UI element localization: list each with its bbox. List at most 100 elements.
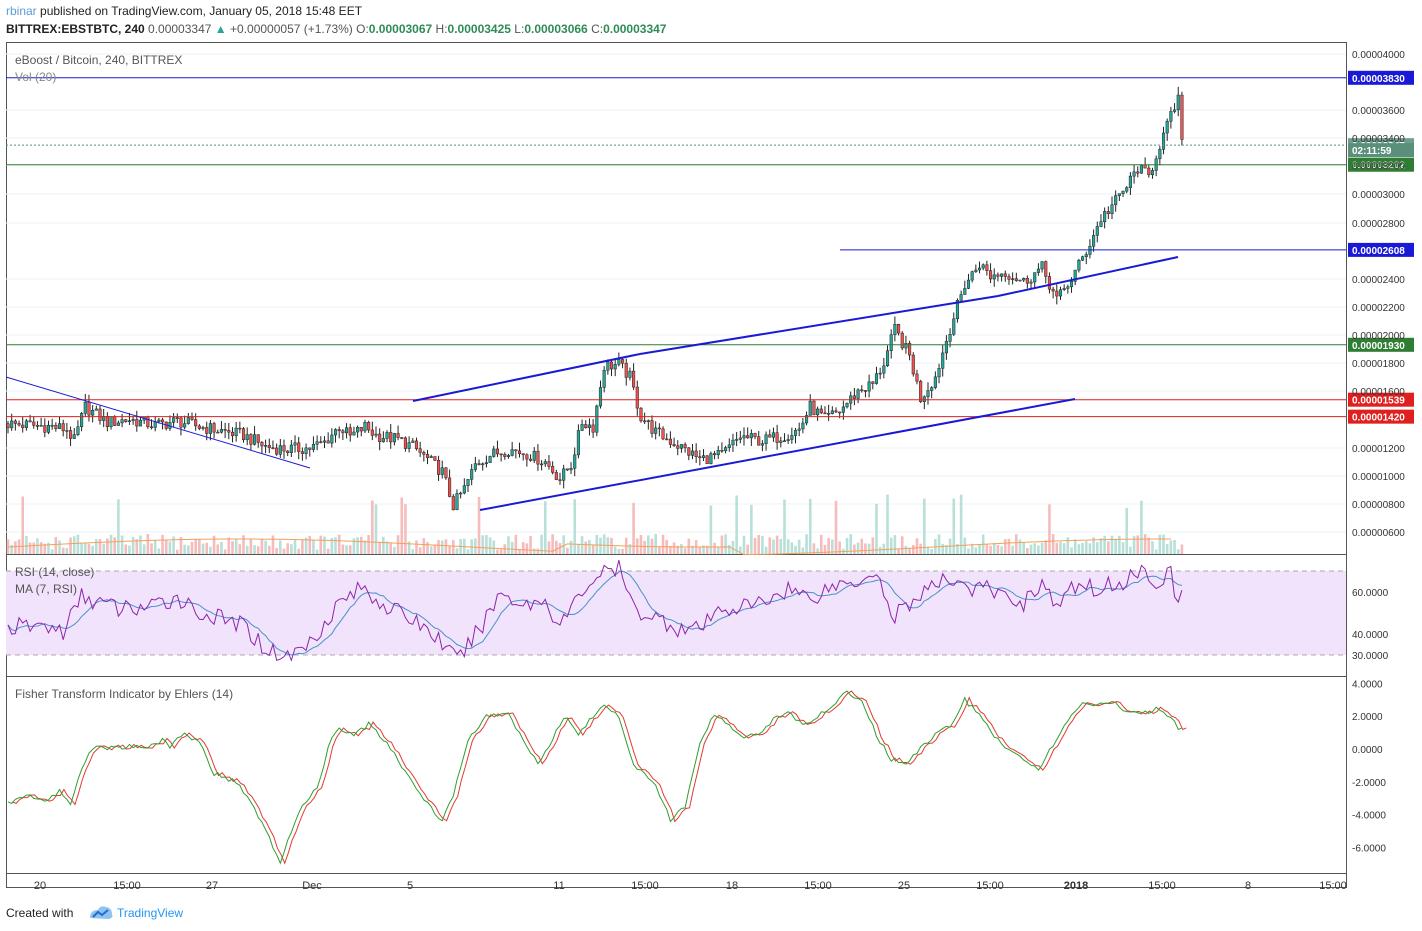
candle-body[interactable] <box>197 425 201 429</box>
candle-body[interactable] <box>771 432 775 438</box>
candle-body[interactable] <box>1132 171 1136 177</box>
candle-body[interactable] <box>915 373 919 382</box>
candle-body[interactable] <box>1125 187 1129 192</box>
candle-body[interactable] <box>289 444 293 453</box>
candle-body[interactable] <box>701 455 706 458</box>
candle-body[interactable] <box>591 424 595 433</box>
candle-body[interactable] <box>50 424 54 427</box>
candle-body[interactable] <box>897 323 901 334</box>
candle-body[interactable] <box>753 433 757 437</box>
candle-body[interactable] <box>598 387 603 407</box>
candle-body[interactable] <box>834 410 838 413</box>
candle-body[interactable] <box>216 431 220 434</box>
candle-body[interactable] <box>713 453 717 456</box>
trend-line[interactable] <box>639 295 999 355</box>
candle-body[interactable] <box>21 424 25 428</box>
candle-body[interactable] <box>381 438 385 443</box>
candle-body[interactable] <box>194 419 198 427</box>
trend-lines[interactable] <box>5 256 1179 511</box>
candle-body[interactable] <box>805 415 809 424</box>
candle-body[interactable] <box>632 370 636 388</box>
candle-body[interactable] <box>466 479 470 486</box>
candle-body[interactable] <box>455 493 459 511</box>
candle-body[interactable] <box>1062 288 1066 290</box>
candle-body[interactable] <box>790 435 794 440</box>
candle-series[interactable] <box>6 86 1184 511</box>
candle-body[interactable] <box>116 422 120 426</box>
candle-body[interactable] <box>768 434 772 438</box>
candle-body[interactable] <box>76 426 80 435</box>
candle-body[interactable] <box>24 420 28 428</box>
candle-body[interactable] <box>241 428 246 441</box>
candle-body[interactable] <box>448 477 452 497</box>
candle-body[interactable] <box>613 364 617 370</box>
candle-body[interactable] <box>683 444 687 449</box>
candle-body[interactable] <box>720 449 724 452</box>
candle-body[interactable] <box>966 279 971 289</box>
candle-body[interactable] <box>749 433 753 439</box>
candle-body[interactable] <box>1136 171 1140 174</box>
candle-body[interactable] <box>609 361 614 370</box>
candle-body[interactable] <box>503 454 507 457</box>
candle-body[interactable] <box>326 440 330 444</box>
candle-body[interactable] <box>643 420 647 423</box>
candle-body[interactable] <box>845 402 849 408</box>
candle-body[interactable] <box>1084 254 1088 257</box>
candle-body[interactable] <box>716 449 720 456</box>
candle-body[interactable] <box>650 420 654 434</box>
candle-body[interactable] <box>153 421 157 428</box>
candle-body[interactable] <box>981 264 985 269</box>
candle-body[interactable] <box>260 442 264 447</box>
candle-body[interactable] <box>948 334 952 342</box>
candle-body[interactable] <box>532 450 536 461</box>
candle-body[interactable] <box>827 413 831 415</box>
candle-body[interactable] <box>256 434 260 443</box>
candle-body[interactable] <box>1169 111 1173 122</box>
candle-body[interactable] <box>341 430 345 434</box>
candle-body[interactable] <box>764 434 768 444</box>
candle-body[interactable] <box>584 424 588 429</box>
author-link[interactable]: rbinar <box>6 4 37 18</box>
candle-body[interactable] <box>363 422 367 432</box>
candle-body[interactable] <box>157 419 161 422</box>
candle-body[interactable] <box>392 433 396 443</box>
candle-body[interactable] <box>10 420 14 429</box>
candle-body[interactable] <box>57 423 62 429</box>
candle-body[interactable] <box>1165 120 1169 134</box>
candle-body[interactable] <box>882 365 886 374</box>
candle-body[interactable] <box>1025 277 1029 284</box>
candle-body[interactable] <box>885 350 890 367</box>
candle-body[interactable] <box>867 381 871 392</box>
candle-body[interactable] <box>823 412 827 415</box>
candle-body[interactable] <box>551 466 555 473</box>
candle-body[interactable] <box>69 430 73 439</box>
candle-body[interactable] <box>322 440 327 443</box>
candle-body[interactable] <box>536 450 540 465</box>
candle-body[interactable] <box>1011 278 1015 280</box>
candle-body[interactable] <box>205 427 209 434</box>
candle-body[interactable] <box>297 442 301 452</box>
candle-body[interactable] <box>234 427 238 437</box>
candle-body[interactable] <box>492 448 496 457</box>
candle-body[interactable] <box>1099 221 1103 227</box>
candle-body[interactable] <box>646 420 650 422</box>
candle-body[interactable] <box>904 343 908 349</box>
candle-body[interactable] <box>425 454 430 458</box>
candle-body[interactable] <box>930 387 934 391</box>
candle-body[interactable] <box>179 417 183 428</box>
candle-body[interactable] <box>54 424 58 429</box>
candle-body[interactable] <box>779 440 783 443</box>
candle-body[interactable] <box>319 441 323 444</box>
candle-body[interactable] <box>852 395 856 399</box>
candle-body[interactable] <box>1180 94 1184 140</box>
candle-body[interactable] <box>484 462 488 465</box>
candle-body[interactable] <box>1000 273 1004 277</box>
candle-body[interactable] <box>1106 211 1110 214</box>
candle-body[interactable] <box>161 419 165 423</box>
candle-body[interactable] <box>665 438 669 441</box>
candle-body[interactable] <box>80 413 84 428</box>
candle-body[interactable] <box>1044 261 1048 277</box>
candle-body[interactable] <box>459 492 463 495</box>
candle-body[interactable] <box>378 433 382 443</box>
candle-body[interactable] <box>521 453 525 456</box>
